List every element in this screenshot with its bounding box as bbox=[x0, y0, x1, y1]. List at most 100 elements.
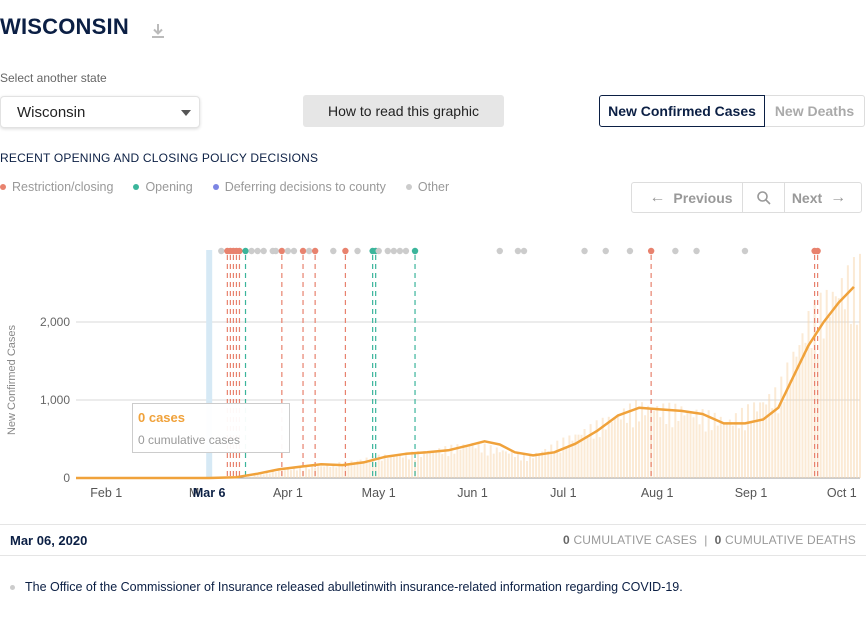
policy-event-dot bbox=[290, 247, 298, 255]
daily-bar bbox=[562, 437, 565, 478]
daily-bar bbox=[435, 452, 438, 478]
daily-bar bbox=[607, 416, 610, 478]
daily-bar bbox=[786, 362, 789, 478]
y-tick-label: 2,000 bbox=[40, 315, 70, 329]
daily-bar bbox=[647, 405, 650, 478]
daily-bar bbox=[283, 470, 286, 478]
daily-bar bbox=[553, 451, 556, 478]
daily-bar bbox=[825, 289, 828, 478]
daily-bar bbox=[353, 461, 356, 478]
daily-bar bbox=[725, 421, 728, 478]
daily-bar bbox=[498, 452, 501, 478]
previous-button[interactable]: ← Previous bbox=[632, 183, 743, 212]
daily-bar bbox=[722, 422, 725, 478]
policy-event-dot bbox=[254, 247, 261, 255]
x-tick-label: Apr 1 bbox=[273, 486, 303, 500]
tab-new-confirmed-cases[interactable]: New Confirmed Cases bbox=[599, 95, 765, 127]
tab-new-deaths[interactable]: New Deaths bbox=[765, 95, 865, 127]
policy-event-dot bbox=[520, 247, 528, 255]
search-icon bbox=[756, 190, 771, 205]
state-select[interactable]: Wisconsin bbox=[0, 96, 200, 128]
legend-dot bbox=[133, 184, 140, 190]
daily-bar bbox=[728, 419, 731, 478]
download-icon[interactable] bbox=[150, 22, 166, 40]
search-button[interactable] bbox=[743, 183, 785, 212]
daily-bar bbox=[332, 463, 335, 478]
policy-event-dot bbox=[248, 247, 255, 255]
daily-bar bbox=[516, 451, 519, 478]
chart-tooltip: 0 cases 0 cumulative cases bbox=[132, 403, 290, 453]
cumulative-deaths-label: CUMULATIVE DEATHS bbox=[725, 533, 856, 547]
legend-item-opening: Opening bbox=[133, 180, 193, 194]
daily-bar bbox=[580, 434, 583, 478]
daily-bar bbox=[450, 444, 453, 478]
daily-bar bbox=[810, 348, 813, 478]
daily-bar bbox=[459, 449, 462, 478]
daily-bar bbox=[504, 451, 507, 478]
daily-bar bbox=[622, 408, 625, 478]
daily-bar bbox=[274, 472, 277, 478]
cases-chart[interactable]: 0 1,000 2,000 New Confirmed Cases Feb 1 M Apr … bbox=[0, 235, 866, 510]
daily-bar bbox=[323, 466, 326, 478]
y-axis-label: New Confirmed Cases bbox=[6, 324, 18, 435]
daily-bar bbox=[834, 296, 837, 478]
daily-bar bbox=[513, 457, 516, 478]
daily-bar bbox=[768, 394, 771, 478]
daily-bar bbox=[683, 415, 686, 478]
policy-event-dot bbox=[672, 247, 679, 255]
x-tick-label: Jul 1 bbox=[550, 486, 576, 500]
daily-bar bbox=[341, 466, 344, 478]
daily-bar bbox=[586, 436, 589, 478]
daily-bar bbox=[262, 474, 265, 478]
daily-bar bbox=[852, 257, 855, 478]
daily-bar bbox=[444, 446, 447, 478]
how-to-read-button[interactable]: How to read this graphic bbox=[303, 95, 504, 127]
legend-label: Deferring decisions to county bbox=[224, 180, 386, 194]
daily-bar bbox=[798, 345, 801, 478]
daily-bar bbox=[441, 454, 444, 478]
daily-bar bbox=[271, 471, 274, 478]
daily-bar bbox=[674, 403, 677, 478]
daily-bar bbox=[308, 469, 311, 478]
selected-date-tick-label: Mar 6 bbox=[193, 486, 226, 500]
daily-bar bbox=[583, 429, 586, 478]
daily-bar bbox=[601, 417, 604, 478]
x-tick-label: May 1 bbox=[362, 486, 396, 500]
daily-bar bbox=[707, 410, 710, 478]
daily-bar bbox=[653, 410, 656, 478]
daily-bar bbox=[392, 455, 395, 478]
policy-event-dot bbox=[375, 247, 382, 255]
policy-event-dot bbox=[411, 247, 419, 255]
daily-bar bbox=[438, 448, 441, 478]
daily-bar bbox=[398, 454, 401, 478]
daily-bar bbox=[556, 440, 559, 478]
daily-bar bbox=[759, 402, 762, 478]
daily-bar bbox=[326, 464, 329, 478]
next-button[interactable]: Next → bbox=[785, 183, 861, 212]
daily-bar bbox=[256, 474, 259, 478]
daily-bar bbox=[792, 351, 795, 478]
daily-bar bbox=[532, 458, 535, 478]
daily-bar bbox=[843, 309, 846, 478]
daily-bar bbox=[610, 421, 613, 478]
daily-bar bbox=[292, 468, 295, 478]
daily-bar bbox=[638, 421, 641, 478]
legend-item-other: Other bbox=[405, 180, 449, 194]
daily-bar bbox=[429, 451, 432, 478]
daily-bar bbox=[855, 324, 858, 478]
daily-bar bbox=[571, 440, 574, 478]
daily-bar bbox=[822, 338, 825, 478]
daily-bar bbox=[468, 445, 471, 478]
arrow-right-icon: → bbox=[830, 188, 847, 206]
daily-bar bbox=[547, 451, 550, 478]
daily-bar bbox=[704, 431, 707, 478]
state-title: WISCONSIN bbox=[0, 14, 129, 39]
policy-event-dot bbox=[305, 247, 313, 255]
daily-bar bbox=[253, 474, 256, 478]
daily-bar bbox=[350, 460, 353, 478]
policy-event-dot bbox=[218, 247, 225, 255]
daily-bar bbox=[710, 430, 713, 478]
note-bullet bbox=[10, 584, 15, 590]
tooltip-cumulative: 0 cumulative cases bbox=[138, 433, 241, 447]
average-cases-line bbox=[76, 286, 855, 480]
